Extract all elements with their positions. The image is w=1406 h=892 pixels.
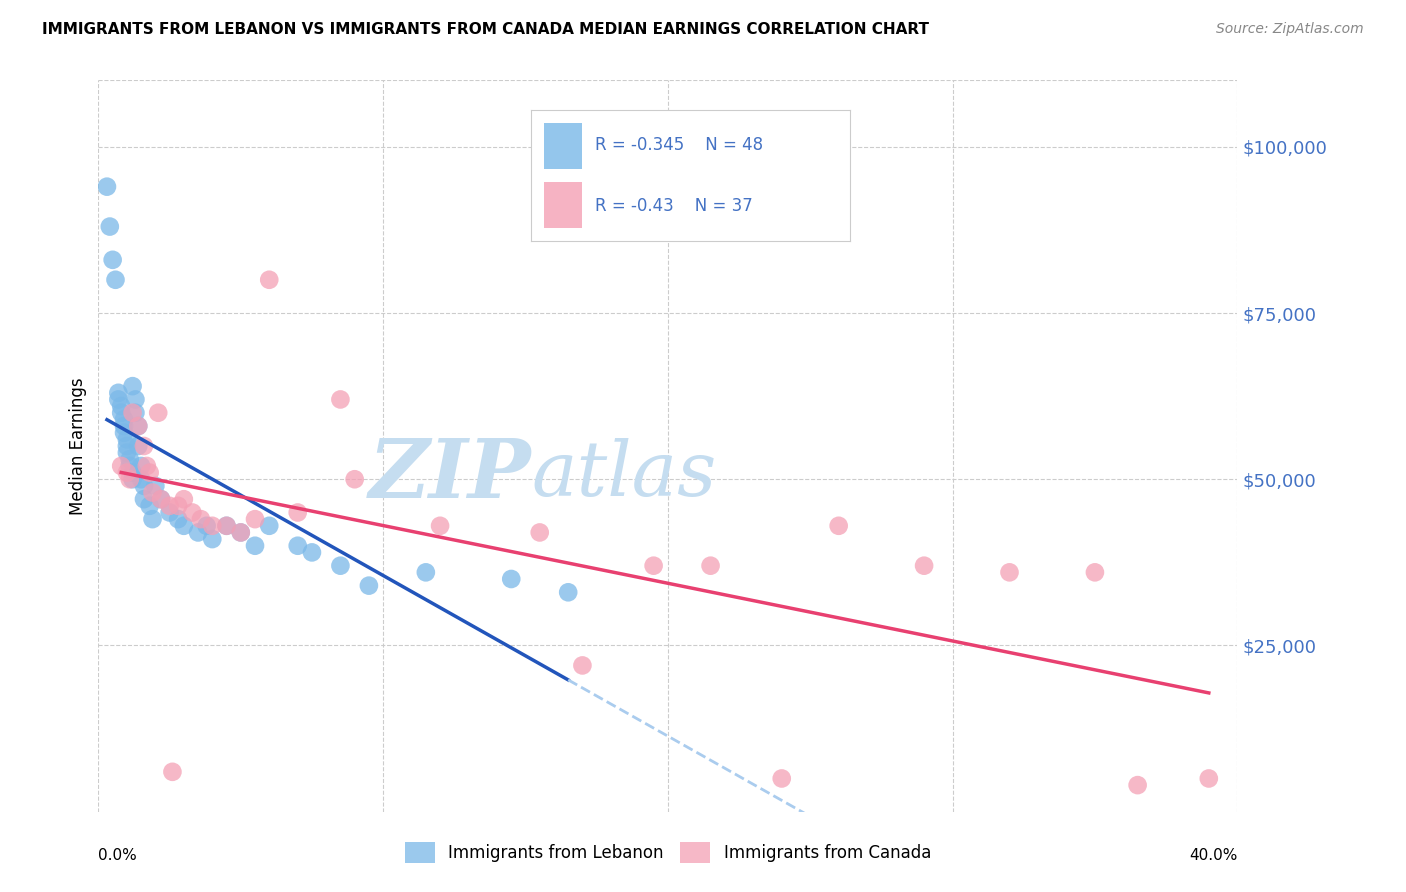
Point: [243, 512, 266, 526]
Point: [215, 518, 238, 533]
Point: [167, 512, 190, 526]
Point: [181, 506, 204, 520]
Point: [173, 492, 195, 507]
Point: [1126, 778, 1149, 792]
Point: [243, 539, 266, 553]
Point: [329, 558, 352, 573]
Point: [98, 219, 121, 234]
Point: [415, 566, 437, 580]
Point: [132, 479, 155, 493]
Point: [110, 458, 132, 473]
Text: 40.0%: 40.0%: [1189, 848, 1237, 863]
Point: [141, 512, 163, 526]
Point: [135, 458, 157, 473]
Point: [132, 439, 155, 453]
Point: [287, 539, 309, 553]
Point: [127, 439, 149, 453]
Point: [357, 579, 380, 593]
Point: [429, 518, 451, 533]
Point: [121, 472, 143, 486]
Text: IMMIGRANTS FROM LEBANON VS IMMIGRANTS FROM CANADA MEDIAN EARNINGS CORRELATION CH: IMMIGRANTS FROM LEBANON VS IMMIGRANTS FR…: [42, 22, 929, 37]
Point: [101, 252, 124, 267]
Point: [301, 545, 323, 559]
Point: [150, 492, 173, 507]
Point: [121, 466, 143, 480]
Point: [127, 419, 149, 434]
Point: [115, 466, 138, 480]
Point: [501, 572, 523, 586]
Text: 0.0%: 0.0%: [98, 848, 138, 863]
Point: [259, 273, 281, 287]
Point: [138, 499, 160, 513]
Y-axis label: Median Earnings: Median Earnings: [69, 377, 87, 515]
Point: [159, 506, 181, 520]
Point: [699, 558, 721, 573]
Point: [770, 772, 793, 786]
Point: [343, 472, 366, 486]
Point: [329, 392, 352, 407]
Point: [115, 433, 138, 447]
Point: [190, 512, 212, 526]
Point: [112, 412, 135, 426]
Point: [912, 558, 935, 573]
Point: [557, 585, 579, 599]
Point: [112, 419, 135, 434]
Point: [129, 472, 152, 486]
Point: [173, 518, 195, 533]
Point: [115, 439, 138, 453]
Point: [167, 499, 190, 513]
Point: [998, 566, 1021, 580]
Point: [229, 525, 252, 540]
Text: atlas: atlas: [531, 438, 717, 512]
Text: Source: ZipAtlas.com: Source: ZipAtlas.com: [1216, 22, 1364, 37]
Point: [159, 499, 181, 513]
Point: [110, 399, 132, 413]
Point: [132, 492, 155, 507]
Point: [112, 425, 135, 440]
Point: [162, 764, 184, 779]
Point: [104, 273, 127, 287]
Point: [124, 406, 146, 420]
Legend: Immigrants from Lebanon, Immigrants from Canada: Immigrants from Lebanon, Immigrants from…: [398, 836, 938, 869]
Point: [259, 518, 281, 533]
Text: ZIP: ZIP: [368, 435, 531, 516]
Point: [195, 518, 218, 533]
Point: [215, 518, 238, 533]
Point: [571, 658, 593, 673]
Point: [138, 466, 160, 480]
Point: [107, 385, 129, 400]
Point: [145, 479, 167, 493]
Point: [110, 406, 132, 420]
Point: [150, 492, 173, 507]
Point: [201, 532, 224, 546]
Point: [121, 379, 143, 393]
Point: [118, 472, 141, 486]
Point: [828, 518, 851, 533]
Point: [118, 458, 141, 473]
Point: [115, 445, 138, 459]
Point: [124, 392, 146, 407]
Point: [201, 518, 224, 533]
Point: [129, 458, 152, 473]
Point: [127, 419, 149, 434]
Point: [96, 179, 118, 194]
Point: [107, 392, 129, 407]
Point: [1198, 772, 1220, 786]
Point: [141, 485, 163, 500]
Point: [643, 558, 665, 573]
Point: [529, 525, 551, 540]
Point: [148, 406, 170, 420]
Point: [287, 506, 309, 520]
Point: [229, 525, 252, 540]
Point: [187, 525, 209, 540]
Point: [118, 452, 141, 467]
Point: [121, 406, 143, 420]
Point: [1084, 566, 1107, 580]
